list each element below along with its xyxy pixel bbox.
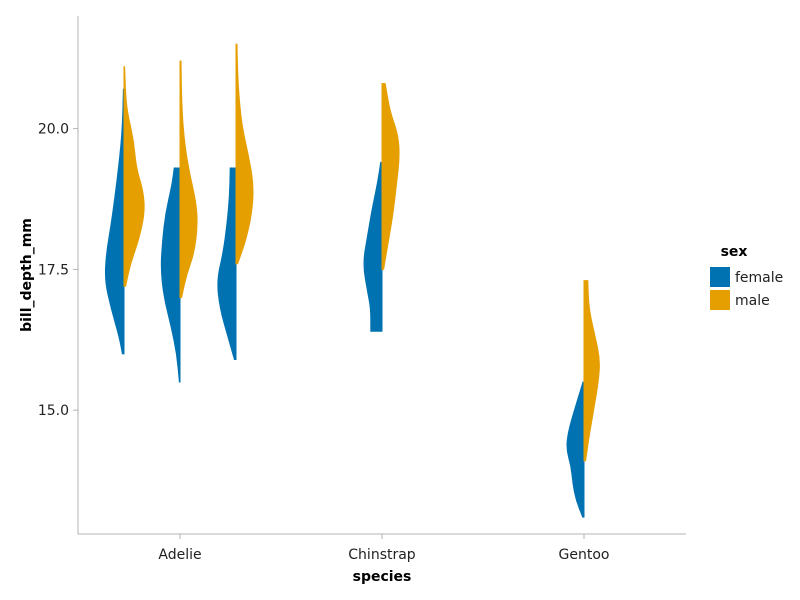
y-axis-ticks: 15.0 17.5 20.0	[38, 122, 78, 419]
violin-adelie-male	[235, 43, 254, 265]
legend-title: sex	[721, 244, 748, 260]
x-axis-ticks: Adelie Chinstrap Gentoo	[158, 534, 609, 563]
legend-label-male: male	[735, 293, 770, 309]
violin-adelie-female	[104, 88, 125, 355]
legend-label-female: female	[735, 270, 783, 286]
violin-adelie-male	[123, 66, 145, 287]
y-tick-label: 20.0	[38, 122, 69, 138]
legend: sex female male	[710, 244, 783, 310]
violin-adelie-male	[179, 60, 198, 299]
violin-adelie-female	[160, 167, 181, 383]
x-tick-label: Adelie	[158, 547, 201, 563]
violin-gentoo-male	[583, 280, 600, 462]
x-tick-label: Gentoo	[559, 547, 610, 563]
x-axis-title: species	[353, 569, 412, 585]
y-axis-title: bill_depth_mm	[19, 218, 35, 332]
violin-adelie-female	[217, 167, 237, 361]
legend-swatch-male	[710, 290, 730, 310]
plot-area	[104, 43, 600, 518]
violin-gentoo-female	[566, 381, 585, 518]
y-tick-label: 17.5	[38, 262, 69, 278]
violin-chinstrap-female	[363, 161, 383, 332]
y-tick-label: 15.0	[38, 403, 69, 419]
legend-swatch-female	[710, 267, 730, 287]
violin-chinstrap-male	[381, 83, 400, 270]
x-tick-label: Chinstrap	[348, 547, 416, 563]
